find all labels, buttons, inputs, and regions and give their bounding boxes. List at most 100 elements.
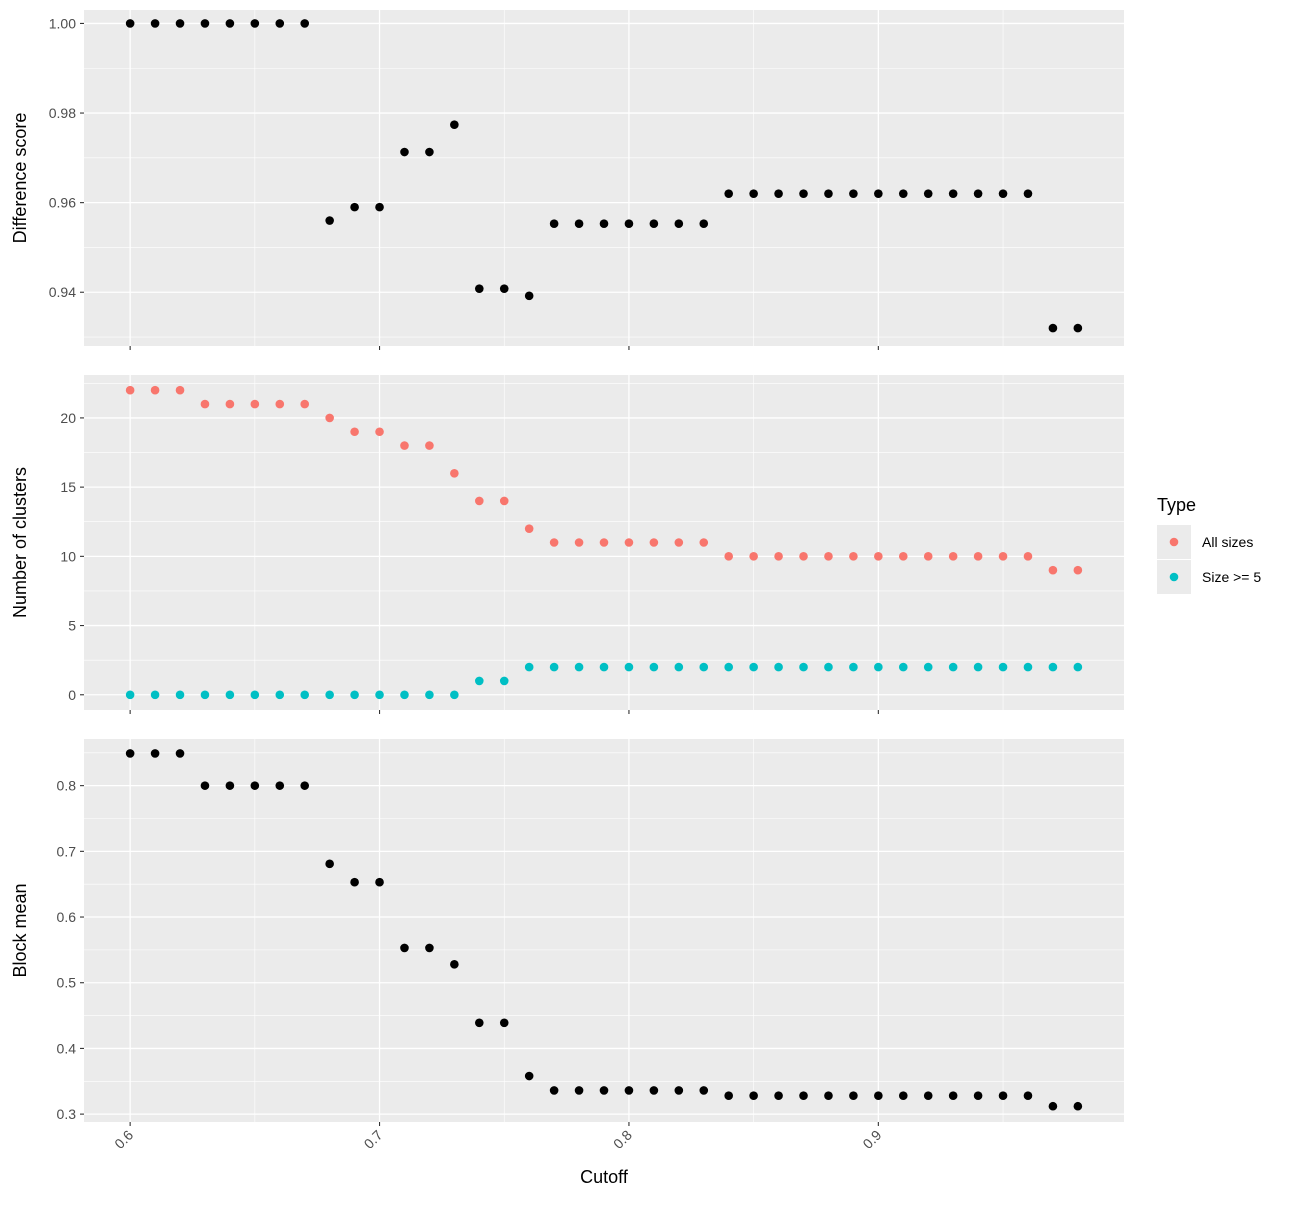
data-point — [649, 662, 659, 672]
panel-1: 0.94 0.96 0.98 1.00 Difference score — [10, 10, 1124, 350]
legend-label: Size >= 5 — [1202, 569, 1261, 585]
data-point — [948, 552, 958, 561]
data-point — [973, 662, 983, 672]
data-point — [749, 189, 758, 198]
data-point — [125, 749, 135, 758]
data-point — [973, 189, 983, 198]
data-point — [425, 943, 434, 953]
y-tick-label: 0 — [68, 687, 76, 703]
data-point — [948, 1091, 958, 1101]
data-point — [1023, 189, 1033, 198]
data-point — [724, 189, 734, 198]
data-point — [450, 120, 459, 129]
data-point — [973, 1091, 983, 1101]
data-point — [774, 662, 783, 672]
data-point — [1023, 1091, 1033, 1101]
data-point — [275, 690, 285, 700]
data-point — [1023, 662, 1033, 672]
data-point — [250, 781, 260, 790]
data-point — [749, 662, 758, 672]
data-point — [699, 538, 709, 547]
data-point — [624, 219, 634, 228]
data-point — [325, 216, 334, 225]
y-tick-label: 0.8 — [57, 778, 77, 794]
data-point — [275, 781, 285, 790]
data-point — [524, 662, 534, 672]
data-point — [325, 413, 334, 423]
data-point — [998, 662, 1008, 672]
data-point — [474, 284, 484, 293]
data-point — [150, 385, 160, 395]
data-point — [200, 781, 210, 790]
data-point — [824, 189, 833, 198]
data-point — [175, 385, 185, 395]
data-point — [175, 690, 185, 700]
series-1 — [125, 749, 1083, 1111]
data-point — [874, 552, 883, 561]
data-point — [300, 781, 310, 790]
data-point — [1048, 323, 1058, 333]
y-tick-label: 1.00 — [49, 15, 76, 31]
data-point — [450, 960, 459, 969]
data-point — [749, 552, 758, 561]
data-point — [849, 662, 858, 672]
data-point — [973, 552, 983, 561]
data-point — [499, 496, 509, 506]
y-tick-label: 0.3 — [57, 1106, 77, 1122]
data-point — [574, 1086, 584, 1095]
data-point — [250, 690, 260, 700]
data-point — [898, 662, 908, 672]
y-tick-label: 0.7 — [57, 843, 77, 859]
data-point — [724, 662, 734, 672]
data-point — [599, 538, 609, 547]
data-point — [998, 189, 1008, 198]
data-point — [998, 1091, 1008, 1101]
data-point — [674, 662, 684, 672]
data-point — [400, 690, 409, 700]
data-point — [649, 219, 659, 228]
y-axis-title: Number of clusters — [10, 467, 30, 618]
data-point — [350, 690, 359, 700]
data-point — [923, 189, 933, 198]
data-point — [774, 189, 783, 198]
data-point — [724, 1091, 734, 1101]
data-point — [574, 662, 584, 672]
data-point — [150, 690, 160, 700]
data-point — [150, 749, 160, 758]
data-point — [400, 943, 409, 953]
data-point — [898, 1091, 908, 1101]
data-point — [1073, 662, 1083, 672]
data-point — [225, 399, 235, 409]
data-point — [474, 676, 484, 686]
data-point — [549, 1086, 559, 1095]
data-point — [599, 219, 609, 228]
data-point — [624, 538, 634, 547]
data-point — [699, 662, 709, 672]
data-point — [1048, 662, 1058, 672]
series-1 — [125, 19, 1083, 333]
data-point — [474, 1018, 484, 1028]
y-tick-label: 5 — [68, 618, 76, 634]
data-point — [948, 189, 958, 198]
data-point — [375, 690, 384, 700]
data-point — [325, 690, 334, 700]
data-point — [1048, 565, 1058, 575]
data-point — [300, 399, 310, 409]
data-point — [450, 468, 459, 478]
data-point — [499, 676, 509, 686]
data-point — [250, 19, 260, 28]
data-point — [549, 219, 559, 228]
data-point — [225, 690, 235, 700]
panel-background — [84, 10, 1124, 346]
data-point — [624, 1086, 634, 1095]
data-point — [300, 690, 310, 700]
data-point — [200, 19, 210, 28]
data-point — [1023, 552, 1033, 561]
data-point — [649, 538, 659, 547]
data-point — [1073, 565, 1083, 575]
data-point — [275, 399, 285, 409]
data-point — [724, 552, 734, 561]
data-point — [923, 662, 933, 672]
data-point — [898, 189, 908, 198]
